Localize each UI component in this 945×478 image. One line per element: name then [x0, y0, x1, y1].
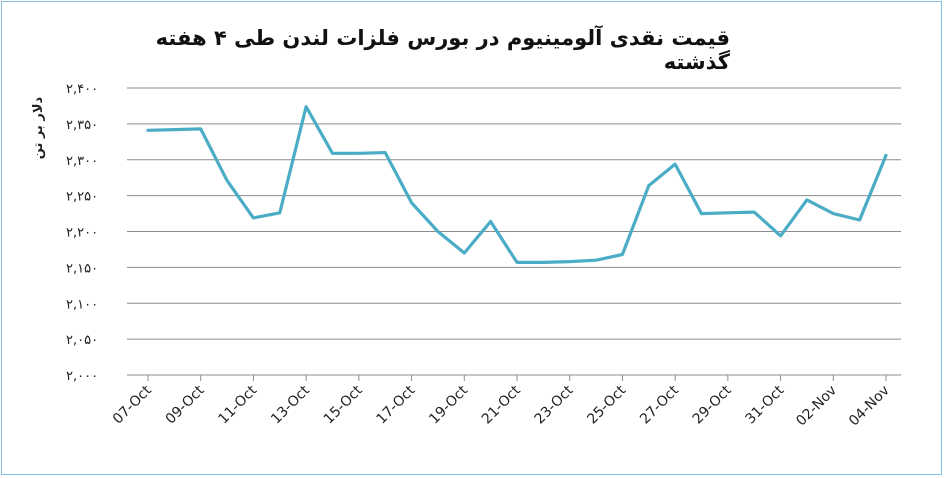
x-tick-label: 07-Oct [110, 382, 155, 427]
x-tick-label: 13-Oct [268, 382, 313, 427]
x-tick-labels: 07-Oct 09-Oct 11-Oct 13-Oct 15-Oct 17-Oct 19-O… [110, 382, 893, 429]
x-tick-label: 23-Oct [532, 382, 577, 427]
y-axis-title: دلار بر تن [31, 96, 46, 159]
x-tick-label: 11-Oct [215, 382, 260, 427]
y-tick-labels: ۲,۰۰۰ ۲,۰۵۰ ۲,۱۰۰ ۲,۱۵۰ ۲,۲۰۰ ۲,۲۵۰ ۲,۳۰۰ ۲,۳۵۰… [66, 82, 98, 384]
y-tick-label: ۲,۴۰۰ [66, 82, 98, 97]
y-tick-label: ۲,۰۵۰ [66, 333, 98, 348]
x-tick-label: 31-Oct [743, 382, 788, 427]
x-tick-label: 19-Oct [426, 382, 471, 427]
y-tick-label: ۲,۰۰۰ [66, 369, 98, 384]
y-tick-label: ۲,۱۵۰ [66, 261, 98, 276]
gridlines [132, 87, 901, 340]
x-tick-label: 25-Oct [584, 382, 629, 427]
x-tick-label: 21-Oct [479, 382, 524, 427]
axes [127, 87, 901, 381]
x-tick-label: 15-Oct [321, 382, 366, 427]
y-tick-label: ۲,۳۰۰ [66, 154, 98, 169]
y-tick-label: ۲,۳۵۰ [66, 118, 98, 133]
y-tick-label: ۲,۱۰۰ [66, 297, 98, 312]
y-tick-label: ۲,۲۰۰ [66, 226, 98, 241]
x-tick-label: 02-Nov [793, 383, 840, 430]
x-tick-label: 04-Nov [846, 383, 893, 430]
y-tick-label: ۲,۲۵۰ [66, 190, 98, 205]
series-line [146, 105, 888, 264]
series [146, 105, 888, 264]
x-tick-label: 27-Oct [637, 382, 682, 427]
x-tick-label: 29-Oct [690, 382, 735, 427]
chart-title: قیمت نقدی آلومینیوم در بورس فلزات لندن ط… [155, 26, 730, 74]
x-tick-label: 09-Oct [163, 382, 208, 427]
x-tick-label: 17-Oct [374, 382, 419, 427]
